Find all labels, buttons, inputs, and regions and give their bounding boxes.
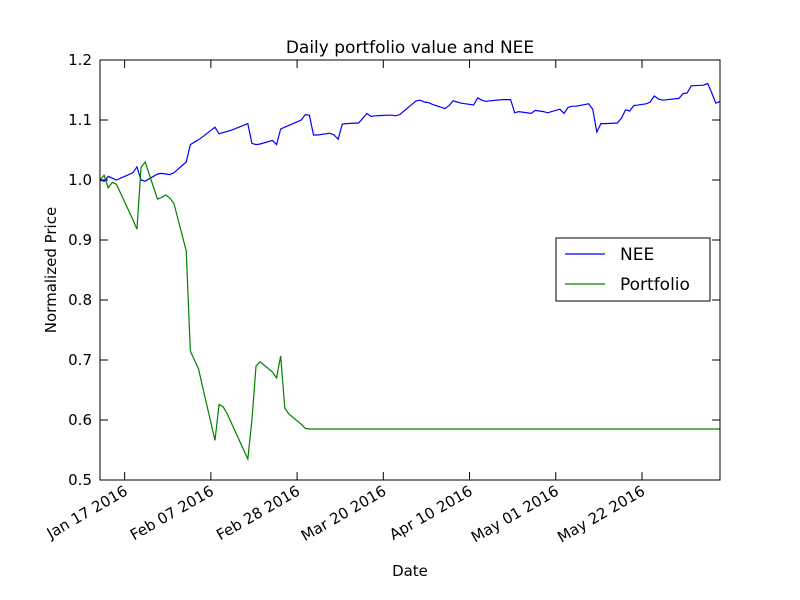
- x-tick-label: Mar 20 2016: [298, 482, 389, 545]
- x-tick-label: Apr 10 2016: [386, 482, 475, 544]
- x-tick-label: May 01 2016: [468, 482, 562, 546]
- x-axis-label: Date: [392, 562, 428, 580]
- chart-title: Daily portfolio value and NEE: [286, 38, 534, 58]
- y-tick-label: 1.0: [68, 171, 92, 189]
- legend: NEE Portfolio: [555, 237, 711, 302]
- legend-box: [555, 237, 711, 302]
- legend-label-portfolio: Portfolio: [620, 275, 690, 295]
- y-tick-label: 0.8: [68, 291, 92, 309]
- y-tick-label: 0.7: [68, 351, 92, 369]
- y-tick-label: 1.2: [68, 51, 92, 69]
- y-tick-label: 1.1: [68, 111, 92, 129]
- plot-frame: [99, 59, 721, 481]
- x-tick-label: Feb 28 2016: [213, 482, 303, 544]
- legend-label-nee: NEE: [620, 245, 654, 265]
- x-tick-label: Feb 07 2016: [127, 482, 217, 544]
- y-axis-ticks: 0.5 0.6 0.7 0.8 0.9 1.0 1.1 1.2: [68, 51, 720, 489]
- series-line-portfolio: [99, 160, 720, 462]
- y-tick-label: 0.6: [68, 411, 92, 429]
- series-line-nee: [99, 82, 721, 182]
- series-layer: [99, 82, 721, 462]
- y-tick-label: 0.9: [68, 231, 92, 249]
- y-axis-label: Normalized Price: [42, 207, 60, 333]
- x-tick-label: Jan 17 2016: [43, 482, 131, 543]
- y-tick-label: 0.5: [68, 471, 92, 489]
- x-tick-label: May 22 2016: [554, 482, 648, 546]
